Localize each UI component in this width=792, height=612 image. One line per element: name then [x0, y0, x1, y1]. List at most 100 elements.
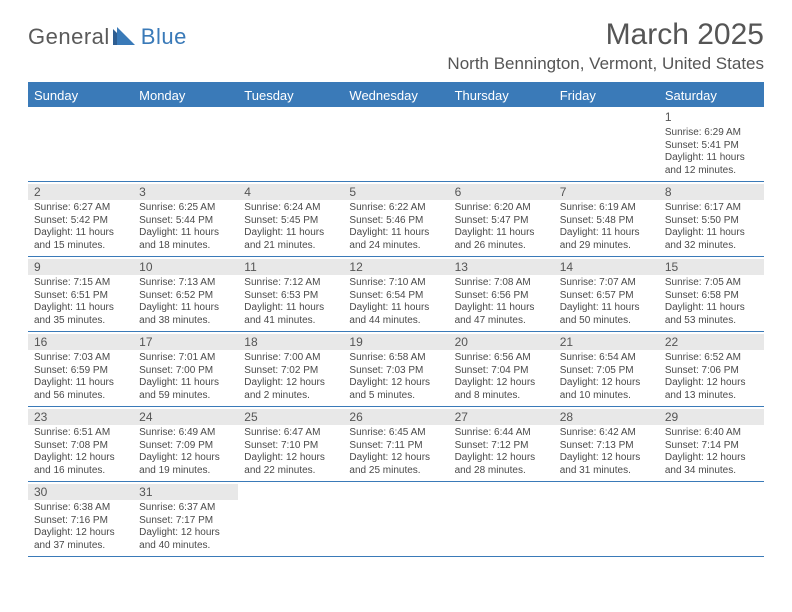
logo-text-general: General — [28, 24, 110, 50]
day-info-line: Sunset: 5:50 PM — [665, 215, 758, 228]
day-info-line: Sunrise: 6:17 AM — [665, 202, 758, 215]
day-info-line: Sunset: 7:05 PM — [560, 365, 653, 378]
day-info: Sunrise: 7:15 AMSunset: 6:51 PMDaylight:… — [34, 277, 127, 327]
calendar-cell: 30Sunrise: 6:38 AMSunset: 7:16 PMDayligh… — [28, 482, 133, 556]
calendar-cell — [343, 107, 448, 181]
day-info-line: Sunset: 7:00 PM — [139, 365, 232, 378]
day-info-line: Sunset: 7:12 PM — [455, 440, 548, 453]
calendar-cell: 20 Sunrise: 6:56 AMSunset: 7:04 PMDayligh… — [449, 332, 554, 406]
day-number: 28 — [554, 409, 659, 425]
day-info-line: and 37 minutes. — [34, 540, 127, 553]
day-number: 9 — [28, 259, 133, 275]
day-info-line: Daylight: 11 hours — [560, 302, 653, 315]
day-info-line: Daylight: 11 hours — [244, 302, 337, 315]
day-info-line: Daylight: 11 hours — [665, 227, 758, 240]
day-info-line: and 28 minutes. — [455, 465, 548, 478]
day-info-line: Sunrise: 6:44 AM — [455, 427, 548, 440]
day-info-line: Sunrise: 7:15 AM — [34, 277, 127, 290]
day-info-line: Daylight: 12 hours — [139, 452, 232, 465]
day-number: 17 — [133, 334, 238, 350]
day-info-line: Sunrise: 6:58 AM — [349, 352, 442, 365]
calendar-cell: 12Sunrise: 7:10 AMSunset: 6:54 PMDayligh… — [343, 257, 448, 331]
day-info-line: and 5 minutes. — [349, 390, 442, 403]
day-number: 15 — [659, 259, 764, 275]
day-info-line: Daylight: 12 hours — [455, 452, 548, 465]
day-info: Sunrise: 6:25 AMSunset: 5:44 PMDaylight:… — [139, 202, 232, 252]
calendar-cell: 31Sunrise: 6:37 AMSunset: 7:17 PMDayligh… — [133, 482, 238, 556]
calendar-day-headers: SundayMondayTuesdayWednesdayThursdayFrid… — [28, 84, 764, 107]
calendar-cell — [133, 107, 238, 181]
day-number: 31 — [133, 484, 238, 500]
day-info-line: Sunrise: 6:51 AM — [34, 427, 127, 440]
day-info-line: Sunset: 5:46 PM — [349, 215, 442, 228]
day-info: Sunrise: 6:58 AMSunset: 7:03 PMDaylight:… — [349, 352, 442, 402]
calendar-cell: 10Sunrise: 7:13 AMSunset: 6:52 PMDayligh… — [133, 257, 238, 331]
day-info-line: Sunset: 6:52 PM — [139, 290, 232, 303]
day-header: Sunday — [28, 84, 133, 107]
day-info-line: Sunset: 7:16 PM — [34, 515, 127, 528]
page-title: March 2025 — [447, 18, 764, 52]
day-info-line: Sunrise: 6:20 AM — [455, 202, 548, 215]
day-info-line: Sunrise: 6:38 AM — [34, 502, 127, 515]
day-info: Sunrise: 7:08 AMSunset: 6:56 PMDaylight:… — [455, 277, 548, 327]
day-info-line: Sunrise: 7:03 AM — [34, 352, 127, 365]
calendar-cell: 17Sunrise: 7:01 AMSunset: 7:00 PMDayligh… — [133, 332, 238, 406]
day-number: 21 — [554, 334, 659, 350]
day-info: Sunrise: 6:29 AMSunset: 5:41 PMDaylight:… — [665, 127, 758, 177]
day-number: 1 — [659, 109, 764, 125]
day-info-line: Sunset: 6:59 PM — [34, 365, 127, 378]
day-info: Sunrise: 6:40 AMSunset: 7:14 PMDaylight:… — [665, 427, 758, 477]
day-info-line: Sunset: 5:48 PM — [560, 215, 653, 228]
day-number: 20 — [449, 334, 554, 350]
day-info-line: Sunrise: 6:19 AM — [560, 202, 653, 215]
calendar-cell: 1 Sunrise: 6:29 AMSunset: 5:41 PMDaylight… — [659, 107, 764, 181]
logo-triangle-icon — [113, 27, 139, 50]
header: General Blue March 2025 North Bennington… — [28, 18, 764, 74]
day-info: Sunrise: 6:19 AMSunset: 5:48 PMDaylight:… — [560, 202, 653, 252]
calendar-cell — [659, 482, 764, 556]
day-info-line: Daylight: 11 hours — [665, 152, 758, 165]
logo-text-blue: Blue — [141, 24, 187, 50]
day-info-line: and 40 minutes. — [139, 540, 232, 553]
day-info-line: Sunrise: 7:12 AM — [244, 277, 337, 290]
day-number: 13 — [449, 259, 554, 275]
day-number: 19 — [343, 334, 448, 350]
day-info-line: Sunrise: 7:00 AM — [244, 352, 337, 365]
calendar-cell: 5Sunrise: 6:22 AMSunset: 5:46 PMDaylight… — [343, 182, 448, 256]
day-info-line: Daylight: 11 hours — [349, 227, 442, 240]
day-info-line: Sunrise: 6:56 AM — [455, 352, 548, 365]
day-info-line: and 21 minutes. — [244, 240, 337, 253]
day-info-line: and 13 minutes. — [665, 390, 758, 403]
day-info-line: Sunrise: 6:45 AM — [349, 427, 442, 440]
calendar-cell: 23Sunrise: 6:51 AMSunset: 7:08 PMDayligh… — [28, 407, 133, 481]
calendar-cell — [238, 107, 343, 181]
day-number: 27 — [449, 409, 554, 425]
day-info-line: and 12 minutes. — [665, 165, 758, 178]
day-info: Sunrise: 6:54 AMSunset: 7:05 PMDaylight:… — [560, 352, 653, 402]
day-info-line: Sunset: 5:44 PM — [139, 215, 232, 228]
calendar-cell: 15Sunrise: 7:05 AMSunset: 6:58 PMDayligh… — [659, 257, 764, 331]
day-info-line: Daylight: 12 hours — [349, 452, 442, 465]
calendar-cell — [238, 482, 343, 556]
day-info-line: Sunrise: 7:13 AM — [139, 277, 232, 290]
day-info-line: Daylight: 12 hours — [560, 377, 653, 390]
calendar-cell: 24Sunrise: 6:49 AMSunset: 7:09 PMDayligh… — [133, 407, 238, 481]
day-info-line: and 32 minutes. — [665, 240, 758, 253]
day-info-line: Daylight: 11 hours — [139, 377, 232, 390]
day-info: Sunrise: 6:24 AMSunset: 5:45 PMDaylight:… — [244, 202, 337, 252]
calendar-week: 23Sunrise: 6:51 AMSunset: 7:08 PMDayligh… — [28, 407, 764, 482]
calendar-cell: 28 Sunrise: 6:42 AMSunset: 7:13 PMDayligh… — [554, 407, 659, 481]
day-info-line: Sunrise: 7:10 AM — [349, 277, 442, 290]
day-number: 30 — [28, 484, 133, 500]
day-header: Friday — [554, 84, 659, 107]
day-info: Sunrise: 6:51 AMSunset: 7:08 PMDaylight:… — [34, 427, 127, 477]
day-info: Sunrise: 6:42 AMSunset: 7:13 PMDaylight:… — [560, 427, 653, 477]
calendar-cell: 25Sunrise: 6:47 AMSunset: 7:10 PMDayligh… — [238, 407, 343, 481]
day-info: Sunrise: 6:56 AMSunset: 7:04 PMDaylight:… — [455, 352, 548, 402]
day-info-line: Daylight: 12 hours — [244, 452, 337, 465]
day-info-line: Sunrise: 6:47 AM — [244, 427, 337, 440]
day-number: 10 — [133, 259, 238, 275]
day-info-line: Sunset: 7:09 PM — [139, 440, 232, 453]
day-number: 16 — [28, 334, 133, 350]
day-info-line: and 29 minutes. — [560, 240, 653, 253]
